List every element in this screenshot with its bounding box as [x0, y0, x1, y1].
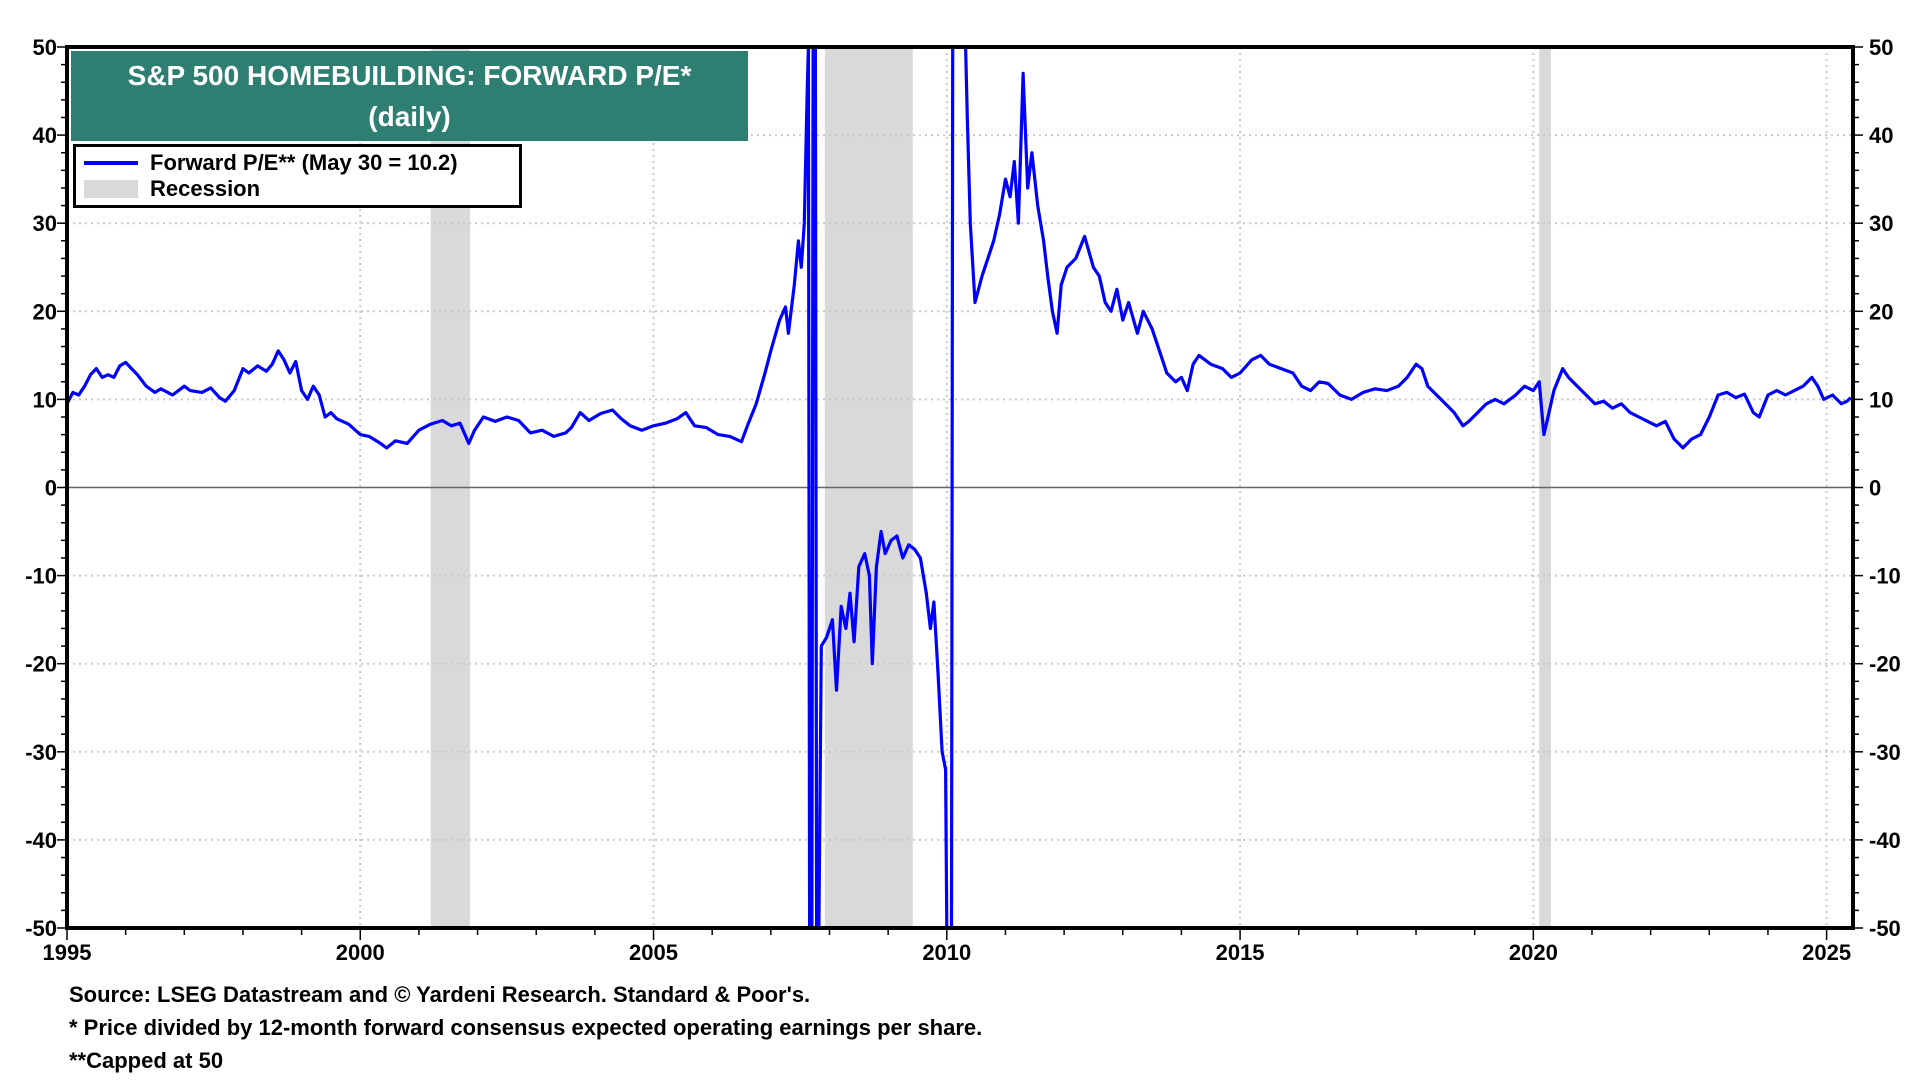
y-tick-label-right: -50 [1869, 916, 1901, 941]
gridlines [67, 47, 1853, 928]
y-tick-label-left: -10 [25, 564, 57, 589]
footer-note-1: * Price divided by 12-month forward cons… [69, 1015, 983, 1040]
y-tick-label-left: 50 [33, 35, 57, 60]
axes [57, 45, 1863, 940]
y-tick-label-right: 30 [1869, 211, 1893, 236]
x-tick-label: 2000 [336, 940, 385, 965]
legend-label: Recession [150, 176, 261, 201]
legend-recession-swatch [84, 180, 138, 198]
y-tick-label-right: -20 [1869, 652, 1901, 677]
legend-line-swatch [84, 161, 138, 165]
series-layer [65, 45, 1852, 930]
legend-item-recession: Recession [84, 176, 260, 202]
footer-source: Source: LSEG Datastream and © Yardeni Re… [69, 982, 811, 1007]
y-tick-label-left: 30 [33, 211, 57, 236]
chart-title-box: S&P 500 HOMEBUILDING: FORWARD P/E* (dail… [71, 51, 748, 141]
x-tick-label: 2015 [1216, 940, 1265, 965]
y-tick-label-right: -40 [1869, 828, 1901, 853]
legend-item-forward-pe: Forward P/E** (May 30 = 10.2) [84, 150, 458, 176]
x-tick-label: 2025 [1802, 940, 1851, 965]
y-tick-label-left: -50 [25, 916, 57, 941]
y-tick-label-right: 40 [1869, 123, 1893, 148]
x-tick-label: 2010 [922, 940, 971, 965]
legend: Forward P/E** (May 30 = 10.2) Recession [73, 144, 522, 208]
y-tick-label-left: -30 [25, 740, 57, 765]
chart-subtitle: (daily) [368, 101, 451, 132]
y-tick-label-left: 10 [33, 387, 57, 412]
series-line-forward-pe [65, 45, 1852, 930]
footer-note-2: **Capped at 50 [69, 1048, 224, 1073]
legend-label: Forward P/E** (May 30 = 10.2) [150, 150, 458, 175]
y-tick-label-right: -30 [1869, 740, 1901, 765]
x-tick-label: 2005 [629, 940, 678, 965]
y-tick-label-left: -20 [25, 652, 57, 677]
plot-frame [65, 45, 1855, 930]
chart-title: S&P 500 HOMEBUILDING: FORWARD P/E* [127, 60, 692, 91]
y-tick-label-right: 50 [1869, 35, 1893, 60]
y-tick-label-left: 40 [33, 123, 57, 148]
y-tick-label-right: -10 [1869, 564, 1901, 589]
y-tick-label-left: -40 [25, 828, 57, 853]
y-tick-label-left: 0 [45, 476, 57, 501]
x-tick-label: 2020 [1509, 940, 1558, 965]
y-tick-label-right: 0 [1869, 476, 1881, 501]
y-tick-label-left: 20 [33, 299, 57, 324]
y-tick-label-right: 20 [1869, 299, 1893, 324]
y-tick-label-right: 10 [1869, 387, 1893, 412]
x-tick-label: 1995 [43, 940, 92, 965]
